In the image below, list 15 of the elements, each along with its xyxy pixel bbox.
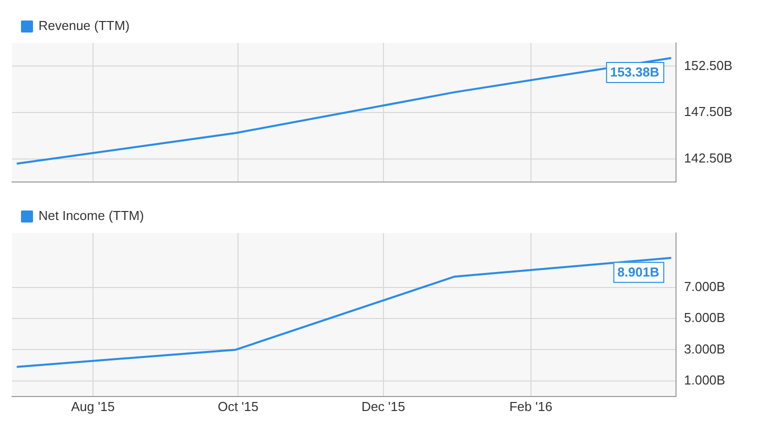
data-label: 153.38B	[610, 64, 660, 80]
x-tick-label: Oct '15	[218, 398, 258, 414]
x-tick-label: Aug '15	[71, 398, 115, 414]
y-tick-label: 3.000B	[684, 341, 726, 356]
y-tick-label: 142.50B	[684, 150, 732, 166]
y-tick-label: 5.000B	[684, 310, 726, 326]
legend-label: Revenue (TTM)	[38, 18, 130, 34]
y-tick-label: 1.000B	[684, 372, 726, 388]
y-tick-label: 7.000B	[684, 279, 726, 294]
x-tick-label: Feb '16	[509, 398, 552, 414]
y-tick-label: 147.50B	[684, 104, 732, 120]
data-label: 8.901B	[617, 264, 660, 280]
x-tick-label: Dec '15	[361, 398, 406, 414]
y-tick-label: 152.50B	[684, 58, 732, 73]
legend-label: Net Income (TTM)	[38, 208, 144, 224]
